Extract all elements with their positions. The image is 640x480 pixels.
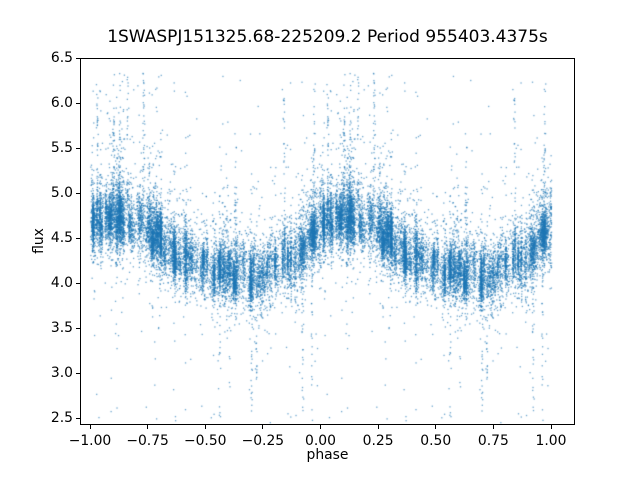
y-tick-label: 6.5 [50, 50, 73, 67]
x-axis-label: phase [306, 447, 349, 463]
x-tick-mark [550, 425, 552, 429]
y-tick-mark [76, 237, 80, 239]
x-tick-label: −0.25 [241, 433, 285, 449]
y-tick-mark [76, 372, 80, 374]
y-tick-label: 5.0 [50, 185, 73, 202]
x-tick-label: −0.75 [126, 433, 169, 449]
x-tick-label: 1.00 [535, 433, 567, 449]
x-tick-mark [147, 425, 149, 429]
y-tick-mark [76, 282, 80, 284]
y-tick-mark [76, 102, 80, 104]
x-tick-mark [492, 425, 494, 429]
x-tick-mark [320, 425, 321, 429]
x-tick-mark [435, 425, 437, 429]
x-tick-mark [262, 425, 264, 429]
x-tick-mark [89, 425, 91, 429]
x-tick-label: 0.75 [477, 433, 509, 449]
x-tick-label: 0.25 [362, 433, 394, 449]
y-tick-mark [76, 147, 80, 149]
y-tick-mark [76, 417, 80, 419]
y-tick-mark [76, 57, 80, 59]
x-tick-label: 0.50 [420, 433, 452, 449]
y-tick-label: 3.0 [50, 365, 73, 382]
x-tick-label: −1.00 [68, 433, 112, 449]
y-tick-label: 2.5 [50, 410, 73, 427]
plot-frame [80, 58, 575, 425]
y-tick-label: 5.5 [50, 140, 73, 157]
y-tick-mark [76, 192, 80, 194]
y-tick-label: 6.0 [50, 95, 73, 112]
y-tick-label: 3.5 [50, 320, 73, 337]
x-tick-mark [204, 425, 206, 429]
x-tick-label: 0.00 [305, 433, 336, 449]
y-tick-label: 4.5 [50, 230, 73, 247]
y-tick-mark [76, 327, 80, 329]
x-tick-label: −0.50 [183, 433, 227, 449]
y-tick-label: 4.0 [50, 275, 73, 292]
chart-title: 1SWASPJ151325.68-225209.2 Period 955403.… [107, 27, 548, 47]
x-tick-mark [377, 425, 379, 429]
y-axis-label: flux [31, 228, 47, 254]
